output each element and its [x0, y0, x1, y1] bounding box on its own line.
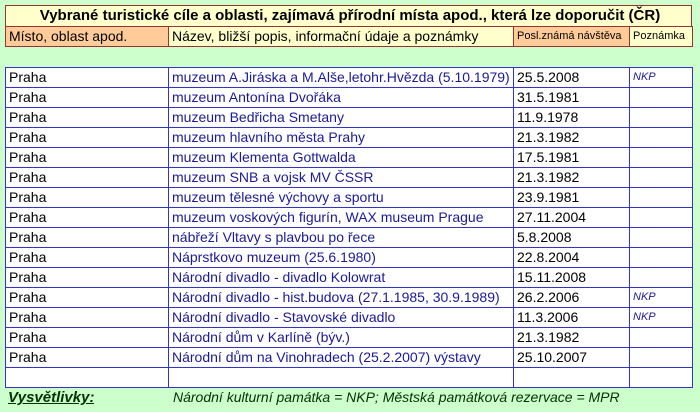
- cell: [629, 147, 693, 168]
- cell: [629, 127, 693, 148]
- empty-cell: [5, 367, 169, 388]
- legend-label: Vysvětlivky:: [8, 389, 95, 406]
- legend-text: Národní kulturní památka = NKP; Městská …: [173, 389, 620, 405]
- cell: NKP: [629, 67, 693, 88]
- column-header: Poznámka: [629, 26, 693, 47]
- cell: 22.8.2004: [513, 247, 630, 268]
- cell: Praha: [5, 247, 169, 268]
- empty-cell: [629, 367, 693, 388]
- cell: Národní divadlo - divadlo Kolowrat: [168, 267, 514, 288]
- cell: Praha: [5, 307, 169, 328]
- cell: Praha: [5, 127, 169, 148]
- cell: [629, 227, 693, 248]
- cell: [629, 347, 693, 368]
- cell: Praha: [5, 167, 169, 188]
- cell: 26.2.2006: [513, 287, 630, 308]
- cell: 11.3.2006: [513, 307, 630, 328]
- cell: Praha: [5, 207, 169, 228]
- cell: [629, 207, 693, 228]
- cell: [629, 327, 693, 348]
- cell: 25.10.2007: [513, 347, 630, 368]
- cell: muzeum Bedřicha Smetany: [168, 107, 514, 128]
- cell: 15.11.2008: [513, 267, 630, 288]
- cell: muzeum tělesné výchovy a sportu: [168, 187, 514, 208]
- cell: Národní divadlo - hist.budova (27.1.1985…: [168, 287, 514, 308]
- empty-cell: [168, 367, 514, 388]
- cell: muzeum SNB a vojsk MV ČSSR: [168, 167, 514, 188]
- cell: Praha: [5, 347, 169, 368]
- cell: [629, 247, 693, 268]
- cell: 11.9.1978: [513, 107, 630, 128]
- cell: Národní divadlo - Stavovské divadlo: [168, 307, 514, 328]
- cell: Praha: [5, 327, 169, 348]
- cell: [629, 107, 693, 128]
- cell: 21.3.1982: [513, 327, 630, 348]
- cell: Národní dům na Vinohradech (25.2.2007) v…: [168, 347, 514, 368]
- column-header: Název, bližší popis, informační údaje a …: [168, 26, 514, 47]
- cell: muzeum Antonína Dvořáka: [168, 87, 514, 108]
- cell: [629, 187, 693, 208]
- cell: Praha: [5, 107, 169, 128]
- cell: [629, 87, 693, 108]
- cell: [629, 267, 693, 288]
- cell: nábřeží Vltavy s plavbou po řece: [168, 227, 514, 248]
- empty-cell: [513, 367, 630, 388]
- cell: Praha: [5, 147, 169, 168]
- cell: muzeum voskových figurín, WAX museum Pra…: [168, 207, 514, 228]
- cell: Praha: [5, 187, 169, 208]
- cell: Národní dům v Karlíně (býv.): [168, 327, 514, 348]
- cell: Praha: [5, 227, 169, 248]
- cell: [629, 167, 693, 188]
- cell: Praha: [5, 67, 169, 88]
- cell: 21.3.1982: [513, 127, 630, 148]
- cell: muzeum hlavního města Prahy: [168, 127, 514, 148]
- cell: 5.8.2008: [513, 227, 630, 248]
- cell: 17.5.1981: [513, 147, 630, 168]
- cell: NKP: [629, 307, 693, 328]
- cell: 21.3.1982: [513, 167, 630, 188]
- cell: Náprstkovo muzeum (25.6.1980): [168, 247, 514, 268]
- cell: muzeum A.Jiráska a M.Alše,letohr.Hvězda …: [168, 67, 514, 88]
- cell: 23.9.1981: [513, 187, 630, 208]
- cell: 25.5.2008: [513, 67, 630, 88]
- cell: 27.11.2004: [513, 207, 630, 228]
- cell: muzeum Klementa Gottwalda: [168, 147, 514, 168]
- title: Vybrané turistické cíle a oblasti, zajím…: [5, 5, 692, 27]
- cell: 31.5.1981: [513, 87, 630, 108]
- column-header: Posl.známá návštěva: [513, 26, 630, 47]
- column-header: Místo, oblast apod.: [5, 26, 169, 47]
- cell: Praha: [5, 87, 169, 108]
- cell: Praha: [5, 267, 169, 288]
- cell: NKP: [629, 287, 693, 308]
- cell: Praha: [5, 287, 169, 308]
